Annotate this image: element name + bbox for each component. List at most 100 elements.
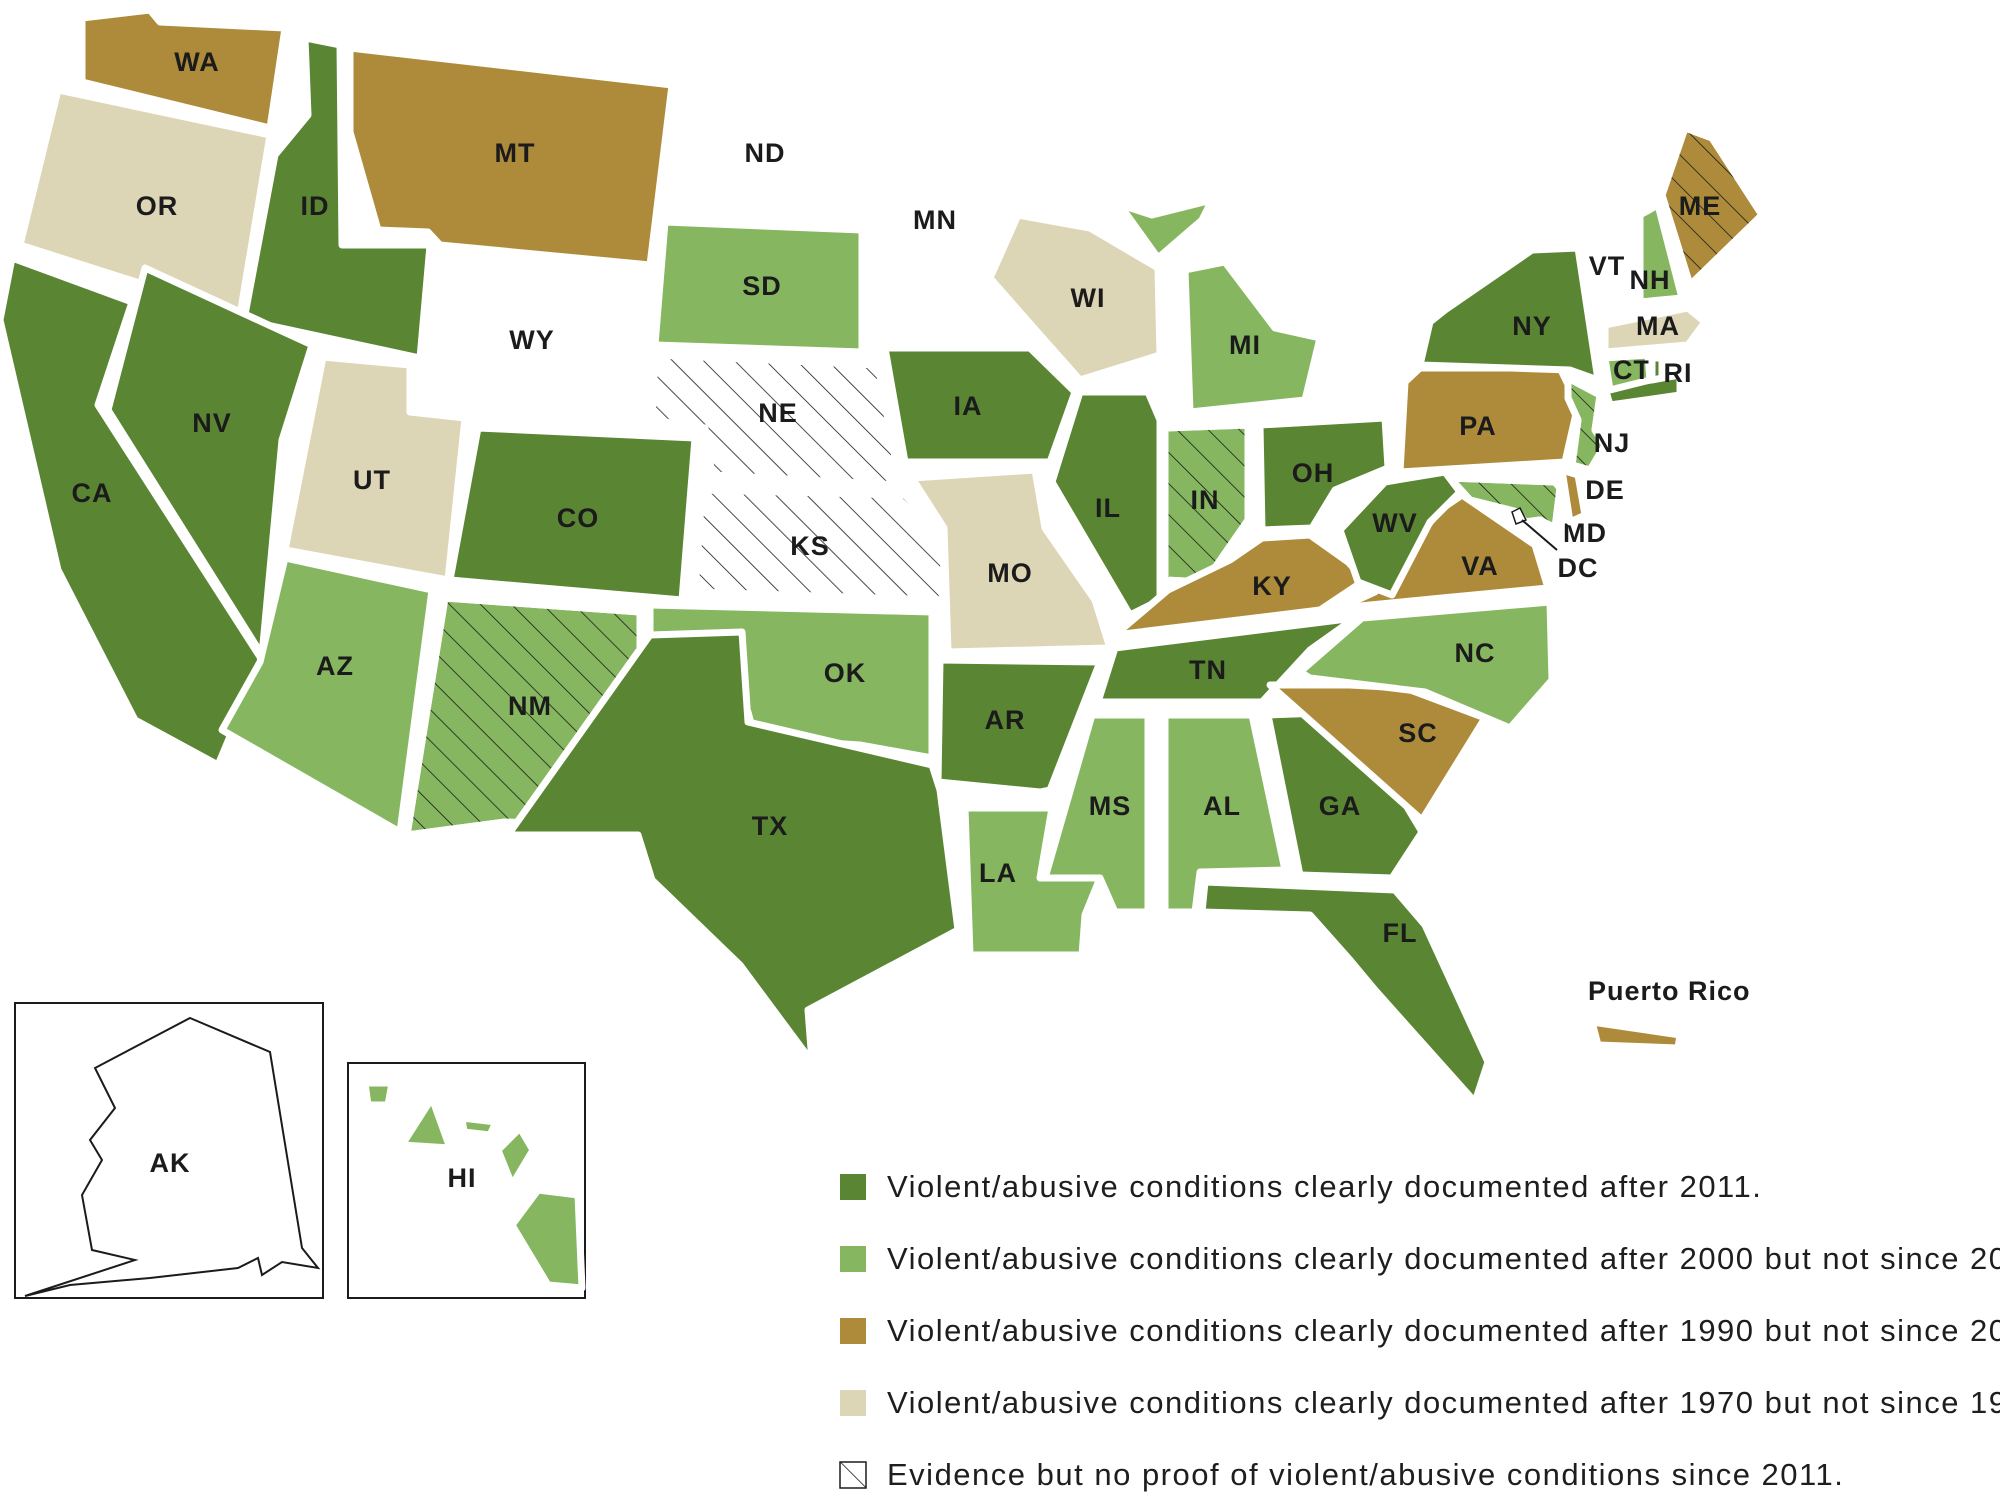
state-label: SD (742, 271, 782, 301)
state-AL[interactable]: AL (1161, 711, 1289, 916)
state-label: OK (824, 658, 867, 688)
state-shape (876, 108, 1076, 339)
state-label: KY (1252, 571, 1292, 601)
state-label: AR (985, 705, 1026, 735)
state-OR[interactable]: OR (16, 86, 274, 319)
legend-label: Violent/abusive conditions clearly docum… (887, 1241, 2000, 1276)
legend-item: Violent/abusive conditions clearly docum… (840, 1169, 1761, 1204)
legend-swatch (840, 1390, 866, 1416)
state-label: UT (353, 465, 391, 495)
state-label: NC (1455, 638, 1496, 668)
state-AK[interactable]: AK (24, 1016, 321, 1297)
state-IN[interactable]: IN (1161, 421, 1252, 586)
state-shape (104, 264, 316, 659)
state-label: VA (1461, 551, 1499, 581)
state-TX[interactable]: TX (504, 628, 962, 1066)
state-NE[interactable]: NE (648, 351, 904, 489)
state-CT[interactable]: CT (1601, 351, 1654, 394)
legend-label: Violent/abusive conditions clearly docum… (887, 1385, 2000, 1420)
state-label: NH (1630, 265, 1671, 295)
state-NJ[interactable]: NJ (1564, 374, 1630, 474)
state-AR[interactable]: AR (934, 656, 1104, 796)
state-shape (1336, 468, 1464, 599)
hi-island-2 (398, 1094, 454, 1152)
hatch-overlay (648, 351, 904, 489)
state-shape (1601, 304, 1709, 356)
state-WA[interactable]: WA (78, 6, 289, 132)
state-IA[interactable]: IA (881, 344, 1079, 466)
state-label: TX (752, 811, 789, 841)
state-shape (1096, 194, 1216, 262)
state-OH[interactable]: OH (1256, 414, 1392, 534)
state-MN[interactable]: MN (876, 108, 1076, 339)
state-LA[interactable]: LA (961, 804, 1104, 959)
legend: Violent/abusive conditions clearly docum… (839, 1169, 2000, 1492)
state-TN[interactable]: TN (1094, 614, 1359, 706)
state-HI[interactable]: HI (361, 1079, 586, 1292)
state-label: CT (1613, 355, 1651, 385)
state-WY[interactable]: WY (406, 251, 644, 424)
territory-PR[interactable]: Puerto Rico (1588, 976, 1751, 1052)
state-DE[interactable]: DE (1558, 466, 1625, 526)
state-VT[interactable]: VT (1589, 218, 1636, 322)
state-CA[interactable]: CA (0, 254, 266, 769)
hi-island-4 (494, 1124, 537, 1189)
state-RI[interactable]: RI (1648, 354, 1693, 388)
legend-item: Evidence but no proof of violent/abusive… (839, 1457, 1844, 1492)
state-label: AL (1203, 791, 1241, 821)
state-UT[interactable]: UT (281, 353, 469, 584)
state-shape (908, 466, 1114, 656)
state-KS[interactable]: KS (691, 486, 949, 604)
state-shape (1296, 598, 1556, 732)
state-shape (1416, 244, 1602, 384)
state-shape (1198, 878, 1492, 1106)
state-MI-UP[interactable] (1096, 194, 1216, 262)
state-label: ND (745, 138, 786, 168)
state-MD[interactable]: MD (1446, 474, 1607, 548)
state-ND[interactable]: ND (661, 84, 874, 222)
state-shape (1161, 711, 1289, 916)
state-label: DC (1558, 553, 1599, 583)
state-ID[interactable]: ID (240, 34, 434, 362)
state-NH[interactable]: NH (1630, 201, 1686, 306)
hi-island-5 (508, 1186, 586, 1292)
state-DC[interactable]: DC (1511, 506, 1599, 583)
state-NY[interactable]: NY (1416, 244, 1684, 409)
state-label: ID (301, 191, 330, 221)
state-label: CO (557, 503, 600, 533)
state-label: PA (1459, 411, 1497, 441)
state-MS[interactable]: MS (1041, 711, 1152, 916)
state-shape (240, 34, 434, 362)
state-shape (1256, 414, 1392, 534)
state-MT[interactable]: MT (346, 44, 676, 269)
state-MA[interactable]: MA (1601, 304, 1709, 356)
state-NV[interactable]: NV (104, 264, 316, 659)
state-label: SC (1398, 718, 1438, 748)
state-WV[interactable]: WV (1336, 468, 1464, 599)
state-PA[interactable]: PA (1396, 364, 1582, 476)
state-MI[interactable]: MI (1181, 258, 1324, 416)
state-label: FL (1383, 918, 1418, 948)
state-ME[interactable]: ME (1658, 124, 1766, 289)
state-label: IN (1191, 485, 1220, 515)
state-NC[interactable]: NC (1296, 598, 1556, 732)
state-KY[interactable]: KY (1111, 531, 1369, 639)
state-shape (346, 44, 676, 269)
state-shape (1094, 614, 1359, 706)
state-FL[interactable]: FL (1198, 878, 1492, 1106)
legend-label: Evidence but no proof of violent/abusive… (887, 1457, 1844, 1492)
state-shape (661, 84, 874, 222)
state-shape (1041, 711, 1152, 916)
state-shape (24, 1016, 321, 1297)
state-label: HI (448, 1163, 477, 1193)
territory-label: Puerto Rico (1588, 976, 1751, 1006)
state-MO[interactable]: MO (908, 466, 1114, 656)
state-WI[interactable]: WI (986, 211, 1164, 384)
state-shape (961, 804, 1104, 959)
state-CO[interactable]: CO (446, 424, 699, 604)
state-AZ[interactable]: AZ (218, 554, 436, 836)
state-SD[interactable]: SD (651, 218, 866, 356)
hatch-overlay (1161, 421, 1252, 586)
state-label: NE (758, 398, 798, 428)
